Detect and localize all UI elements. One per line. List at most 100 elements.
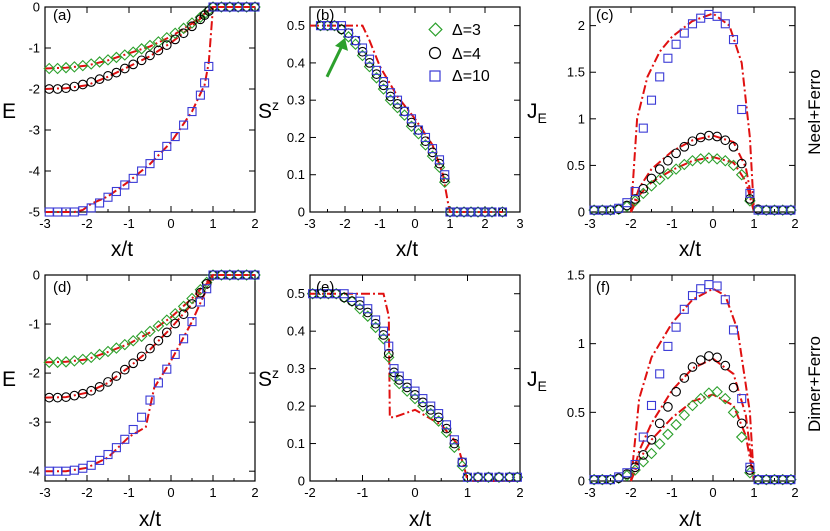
y-tick-label: -1 [28, 317, 40, 332]
series-diamond-markers [43, 1, 261, 75]
data-point-circle [201, 278, 212, 289]
data-point-diamond [493, 471, 505, 484]
legend-entry-delta3: Δ=3 [428, 22, 481, 39]
legend-marker-diamond [428, 22, 443, 37]
data-point-square [355, 296, 365, 306]
xlabel-a: x/t [111, 238, 133, 261]
theory-curve [44, 6, 255, 90]
y-tick-label: 0.5 [287, 18, 305, 33]
data-point-diamond [785, 204, 797, 216]
data-point-diamond [152, 36, 165, 48]
panel-tag-a: (a) [53, 7, 71, 24]
data-point-square [179, 120, 189, 130]
series-square-markers [308, 289, 522, 482]
y-tick-label: 1.5 [567, 268, 585, 283]
data-point-diamond [752, 204, 764, 216]
data-point-diamond [169, 27, 181, 40]
data-point-circle [128, 358, 139, 369]
data-point-diamond [135, 43, 148, 55]
xlabel-b: x/t [396, 238, 418, 261]
data-point-square [128, 424, 138, 435]
data-point-circle [187, 21, 197, 32]
data-point-diamond [588, 473, 600, 486]
data-point-square [250, 2, 260, 12]
x-tick-label: 2 [516, 485, 523, 500]
data-point-square [497, 207, 508, 217]
series-circle-markers [307, 288, 523, 483]
data-point-square [153, 150, 163, 160]
series-square-markers [44, 270, 260, 476]
data-point-diamond [110, 51, 123, 64]
data-point-square [449, 435, 459, 445]
data-point-circle [728, 382, 739, 393]
data-point-diamond [662, 428, 674, 441]
data-point-diamond [670, 418, 682, 431]
x-tick-label: 0 [709, 216, 716, 231]
data-point-diamond [711, 385, 723, 398]
data-point-diamond [612, 203, 625, 215]
data-point-diamond [776, 473, 789, 486]
data-point-diamond [768, 204, 781, 216]
y-tick-label: 0 [578, 474, 585, 489]
data-point-diamond [670, 163, 682, 175]
series-square-markers [589, 9, 796, 215]
theory-curve [630, 12, 755, 213]
data-point-diamond [694, 392, 707, 405]
x-tick-label: -2 [81, 485, 93, 500]
data-point-diamond [186, 17, 198, 29]
data-point-diamond [152, 320, 165, 332]
xlabel-f: x/t [679, 508, 701, 531]
data-point-circle [494, 472, 504, 483]
data-point-circle [119, 63, 130, 74]
data-point-square [696, 13, 706, 23]
data-point-diamond [161, 31, 173, 44]
data-point-circle [153, 335, 164, 346]
y-tick-label: 1 [578, 336, 585, 351]
x-tick-label: -1 [123, 216, 135, 231]
plot-frame [589, 6, 796, 213]
data-point-diamond [727, 406, 740, 419]
data-point-square [737, 104, 747, 115]
legend-marker-square [429, 70, 441, 82]
xlabel-d: x/t [139, 508, 161, 531]
data-point-square [128, 173, 138, 183]
data-point-square [103, 449, 113, 460]
theory-curve [310, 292, 520, 482]
data-point-diamond [369, 321, 382, 334]
data-point-square [655, 72, 665, 82]
data-point-circle [654, 418, 665, 429]
data-point-square [371, 65, 382, 75]
data-point-square [638, 123, 648, 133]
data-point-square [441, 420, 452, 430]
data-point-diamond [127, 334, 139, 347]
data-point-square [445, 207, 455, 217]
panel-a: -3 -2 -1 0 1 2 -5 -4 -3 -2 -1 0 [28, 0, 261, 231]
ylabel-b: Sz [258, 97, 279, 123]
data-point-square [195, 297, 205, 307]
data-point-square [728, 325, 739, 335]
data-point-diamond [51, 62, 64, 75]
y-tick-label: -4 [28, 464, 40, 479]
data-point-circle [111, 371, 122, 381]
data-point-square [378, 76, 389, 87]
green-arrow-icon [325, 37, 348, 78]
data-point-diamond [391, 101, 404, 114]
data-point-circle [178, 28, 189, 39]
data-point-square [170, 132, 180, 142]
ylabel-a: E [2, 100, 16, 123]
x-tick-label: 3 [516, 216, 523, 231]
series-square-markers [589, 280, 796, 485]
y-tick-label: -2 [28, 82, 40, 97]
data-point-square [364, 54, 375, 64]
row-labels: Neel+Ferro Dimer+Ferro [805, 69, 824, 432]
data-point-diamond [161, 314, 173, 326]
data-point-diamond [93, 348, 106, 361]
data-point-diamond [249, 269, 261, 281]
data-point-circle [654, 164, 665, 174]
y-tick-label: 0 [33, 268, 40, 283]
data-point-circle [103, 377, 113, 387]
x-tick-label: 1 [750, 485, 757, 500]
data-point-diamond [363, 60, 376, 73]
x-tick-label: 2 [791, 485, 798, 500]
data-point-square [179, 334, 189, 344]
